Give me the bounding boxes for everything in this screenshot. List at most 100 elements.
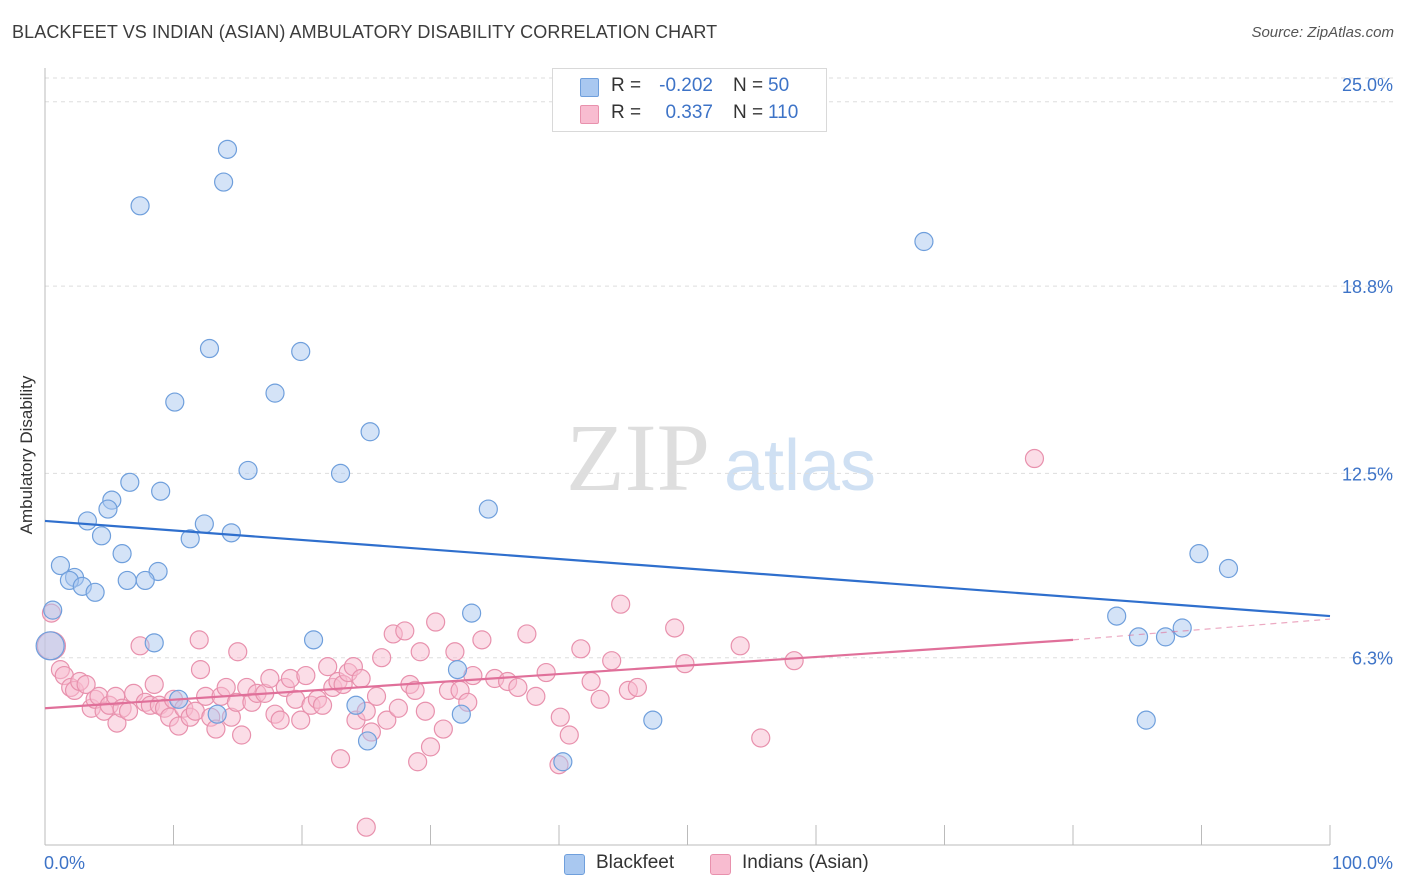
blackfeet-point (346, 695, 366, 715)
indians-asian-point (602, 651, 622, 671)
indians-asian-point (291, 710, 311, 730)
indians-asian-point (118, 701, 139, 721)
blackfeet-point (330, 463, 351, 483)
indians-asian-point (270, 710, 290, 730)
legend-n-value: 50 (768, 75, 790, 96)
blackfeet-point (553, 752, 573, 772)
blackfeet-point (303, 630, 324, 650)
indians-asian-point (526, 686, 546, 706)
indians-asian-point (228, 642, 248, 662)
blackfeet-point (357, 731, 378, 751)
blackfeet-point (447, 660, 468, 680)
chart-title: BLACKFEET VS INDIAN (ASIAN) AMBULATORY D… (12, 22, 718, 42)
blackfeet-point (77, 511, 98, 531)
blackfeet-point (478, 499, 498, 519)
legend-row-indians-asian: R = 0.337 N = 110 (553, 100, 826, 128)
indians-asian-point (232, 725, 252, 745)
indians-asian-point (559, 725, 579, 745)
indians-asian-point (144, 674, 164, 695)
blackfeet-point (180, 529, 200, 549)
blackfeet-point (98, 499, 118, 519)
indians-asian-point (1024, 448, 1045, 469)
blackfeet-point (360, 422, 380, 442)
indians-asian-point (377, 710, 397, 730)
indians-asian-point (190, 660, 211, 680)
indians-asian-point (420, 737, 441, 757)
blackfeet-point (35, 631, 65, 661)
indians-asian-point (472, 630, 492, 650)
indians-asian-point (372, 648, 392, 668)
indians-asian-point (260, 668, 280, 689)
indians-asian-point (330, 749, 351, 769)
blackfeet-point (117, 570, 137, 591)
blackfeet-point (165, 392, 185, 412)
indians-asian-point (189, 630, 209, 650)
legend-n-value: 110 (768, 102, 799, 123)
indians-asian-point (675, 654, 695, 674)
x-tick-label-min: 0.0% (44, 853, 85, 873)
blackfeet-point (462, 603, 482, 623)
blackfeet-point (238, 460, 258, 481)
blackfeet-point (1189, 544, 1209, 564)
y-tick-label: 25.0% (1342, 75, 1393, 95)
indians-asian-point (356, 817, 376, 837)
indians-asian-point (730, 636, 750, 656)
indians-asian-point (395, 621, 415, 641)
y-axis-label: Ambulatory Disability (17, 375, 36, 535)
legend-swatch-blackfeet (580, 78, 599, 97)
watermark-zip: ZIP (566, 404, 710, 511)
legend-r-value: 0.337 (665, 102, 713, 123)
indians-asian-point (665, 618, 685, 638)
indians-asian-point (433, 719, 453, 739)
indians-asian-point (410, 642, 430, 662)
indians-asian-point (366, 686, 387, 706)
legend-r-label: R = (611, 75, 642, 96)
blackfeet-point (1128, 627, 1149, 647)
indians-asian-point (405, 680, 425, 701)
indians-asian-point (627, 677, 647, 698)
indians-asian-point (508, 677, 528, 698)
indians-asian-point (571, 639, 591, 659)
indians-asian-point (445, 642, 465, 662)
blackfeet-point (120, 472, 140, 492)
legend-label-indians-asian: Indians (Asian) (742, 852, 869, 873)
indians-asian-point (611, 594, 631, 614)
blackfeet-point (50, 555, 71, 576)
indians-asian-point (517, 624, 537, 644)
indians-asian-point (536, 662, 556, 683)
blackfeet-point (85, 582, 105, 602)
legend-r-value: -0.202 (659, 75, 713, 96)
blackfeet-point (217, 139, 238, 159)
indians-asian-point (426, 612, 446, 632)
blackfeet-point (221, 523, 241, 543)
indians-asian-point (312, 695, 333, 715)
indians-asian-point (351, 668, 371, 689)
blackfeet-point (130, 196, 150, 216)
legend-label-blackfeet: Blackfeet (596, 852, 675, 873)
indians-asian-point (408, 752, 428, 772)
indians-asian-point (550, 707, 570, 727)
blackfeet-point (144, 633, 164, 653)
blackfeet-point (207, 704, 227, 724)
source-label: Source: ZipAtlas.com (1251, 24, 1394, 41)
x-tick-label-max: 100.0% (1332, 853, 1393, 873)
blackfeet-point (1218, 558, 1239, 579)
blackfeet-point (1172, 618, 1192, 638)
blackfeet-point (151, 481, 171, 501)
legend-r-label: R = (611, 102, 642, 123)
y-tick-label: 12.5% (1342, 464, 1393, 484)
y-tick-label: 18.8% (1342, 277, 1393, 297)
blackfeet-point (265, 383, 285, 403)
indians-asian-point (388, 698, 408, 718)
blackfeet-point (214, 172, 234, 192)
legend-n-label: N = (733, 75, 764, 96)
legend-row-blackfeet: R = -0.202 N = 50 (553, 73, 826, 101)
watermark-atlas: atlas (724, 426, 876, 506)
indians-asian-point (318, 657, 338, 677)
blackfeet-point (43, 600, 63, 620)
blackfeet-point (1155, 627, 1176, 647)
indians-asian-point (581, 671, 601, 692)
indians-asian-point (751, 728, 771, 748)
blackfeet-point (643, 710, 663, 730)
